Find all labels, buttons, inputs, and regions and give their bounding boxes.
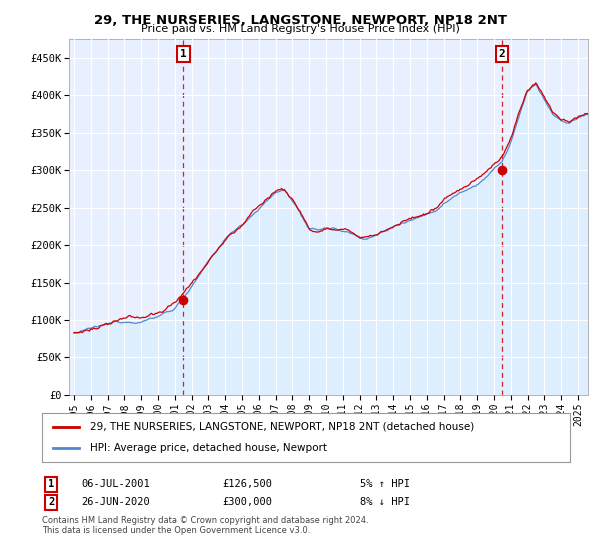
- Text: This data is licensed under the Open Government Licence v3.0.: This data is licensed under the Open Gov…: [42, 526, 310, 535]
- Text: Contains HM Land Registry data © Crown copyright and database right 2024.: Contains HM Land Registry data © Crown c…: [42, 516, 368, 525]
- Text: 06-JUL-2001: 06-JUL-2001: [81, 479, 150, 489]
- Text: 2: 2: [48, 497, 54, 507]
- Text: HPI: Average price, detached house, Newport: HPI: Average price, detached house, Newp…: [89, 443, 326, 453]
- Text: 8% ↓ HPI: 8% ↓ HPI: [360, 497, 410, 507]
- Text: 29, THE NURSERIES, LANGSTONE, NEWPORT, NP18 2NT (detached house): 29, THE NURSERIES, LANGSTONE, NEWPORT, N…: [89, 422, 474, 432]
- Text: 1: 1: [180, 49, 187, 59]
- Text: Price paid vs. HM Land Registry's House Price Index (HPI): Price paid vs. HM Land Registry's House …: [140, 24, 460, 34]
- Text: £126,500: £126,500: [222, 479, 272, 489]
- Text: 2: 2: [499, 49, 505, 59]
- Text: 26-JUN-2020: 26-JUN-2020: [81, 497, 150, 507]
- Text: 29, THE NURSERIES, LANGSTONE, NEWPORT, NP18 2NT: 29, THE NURSERIES, LANGSTONE, NEWPORT, N…: [94, 14, 506, 27]
- Text: 5% ↑ HPI: 5% ↑ HPI: [360, 479, 410, 489]
- Text: £300,000: £300,000: [222, 497, 272, 507]
- Text: 1: 1: [48, 479, 54, 489]
